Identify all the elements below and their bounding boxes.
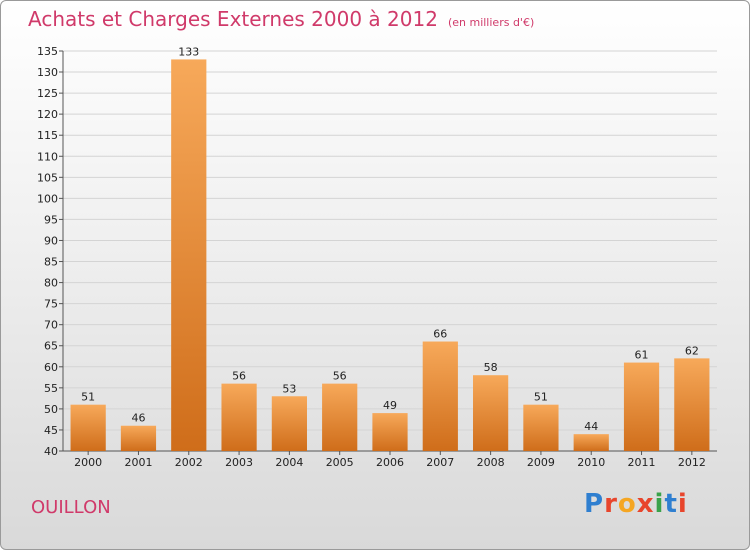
x-tick-label: 2012 — [678, 456, 706, 469]
x-tick-label: 2011 — [628, 456, 656, 469]
data-label-2006: 49 — [383, 399, 397, 412]
axes — [59, 50, 717, 455]
chart-title-block: Achats et Charges Externes 2000 à 2012 (e… — [28, 7, 534, 31]
y-tick-label: 70 — [44, 319, 58, 332]
data-label-2009: 51 — [534, 391, 548, 404]
x-tick-label: 2006 — [376, 456, 404, 469]
bar-2007 — [422, 341, 458, 451]
bar-2002 — [171, 59, 207, 451]
bar-2004 — [271, 396, 307, 451]
data-label-2005: 56 — [333, 370, 347, 383]
logo-letter: P — [584, 489, 605, 519]
y-tick-label: 110 — [37, 150, 58, 163]
bar-2011 — [623, 362, 660, 451]
logo-letter: i — [677, 489, 688, 519]
x-tick-label: 2001 — [124, 456, 152, 469]
y-tick-label: 40 — [44, 445, 58, 458]
x-tick-label: 2003 — [225, 456, 253, 469]
y-tick-label: 45 — [44, 424, 58, 437]
chart-subtitle: (en milliers d'€) — [447, 16, 535, 29]
y-tick-label: 100 — [37, 192, 58, 205]
y-tick-label: 55 — [44, 382, 58, 395]
logo-letter: r — [604, 489, 618, 519]
x-tick-label: 2000 — [74, 456, 102, 469]
gridlines — [63, 50, 717, 452]
y-tick-label: 85 — [44, 256, 58, 269]
y-tick-label: 120 — [37, 108, 58, 121]
logo-letter: x — [636, 489, 655, 519]
y-tick-label: 125 — [37, 87, 58, 100]
y-tick-label: 75 — [44, 298, 58, 311]
data-labels: 51 46 133 56 53 56 49 66 58 51 44 61 62 — [81, 45, 699, 433]
x-tick-labels: 2000 2001 2002 2003 2004 2005 2006 2007 2008 2009… — [74, 456, 706, 469]
x-tick-label: 2008 — [477, 456, 505, 469]
data-label-2001: 46 — [131, 412, 145, 425]
data-label-2000: 51 — [81, 391, 95, 404]
data-label-2002: 133 — [178, 45, 199, 58]
proxiti-logo[interactable]: Proxiti — [584, 489, 688, 519]
y-tick-label: 90 — [44, 234, 58, 247]
city-name: OUILLON — [31, 497, 111, 518]
y-tick-label: 115 — [37, 129, 58, 142]
y-tick-label: 135 — [37, 45, 58, 58]
bar-2009 — [523, 404, 559, 451]
y-tick-labels: 40 45 50 55 60 65 70 75 80 85 90 95 100 105 110 115 120 1… — [37, 45, 58, 458]
y-tick-label: 65 — [44, 340, 58, 353]
logo-letter: o — [617, 489, 637, 519]
x-tick-label: 2005 — [326, 456, 354, 469]
bar-2008 — [473, 375, 509, 451]
y-tick-label: 95 — [44, 213, 58, 226]
bar-2005 — [322, 383, 358, 451]
bar-2003 — [221, 383, 257, 451]
x-tick-label: 2009 — [527, 456, 555, 469]
data-label-2011: 61 — [635, 349, 649, 362]
y-tick-label: 105 — [37, 171, 58, 184]
x-tick-label: 2010 — [577, 456, 605, 469]
x-tick-label: 2004 — [275, 456, 303, 469]
bar-2010 — [573, 434, 609, 451]
logo-letter: i — [654, 489, 665, 519]
data-label-2008: 58 — [484, 361, 498, 374]
bars — [70, 59, 710, 451]
bar-2012 — [674, 358, 710, 451]
data-label-2007: 66 — [433, 328, 447, 341]
y-tick-label: 130 — [37, 66, 58, 79]
data-label-2003: 56 — [232, 370, 246, 383]
y-tick-label: 50 — [44, 403, 58, 416]
logo-letter: t — [664, 489, 678, 519]
data-label-2004: 53 — [282, 382, 296, 395]
chart-title: Achats et Charges Externes 2000 à 2012 — [28, 7, 438, 31]
x-tick-label: 2002 — [175, 456, 203, 469]
bar-2001 — [120, 425, 157, 451]
x-tick-label: 2007 — [426, 456, 454, 469]
bar-2006 — [372, 413, 408, 451]
data-label-2012: 62 — [685, 344, 699, 357]
y-tick-label: 80 — [44, 277, 58, 290]
data-label-2010: 44 — [584, 420, 598, 433]
y-tick-label: 60 — [44, 361, 58, 374]
bar-2000 — [70, 404, 106, 451]
